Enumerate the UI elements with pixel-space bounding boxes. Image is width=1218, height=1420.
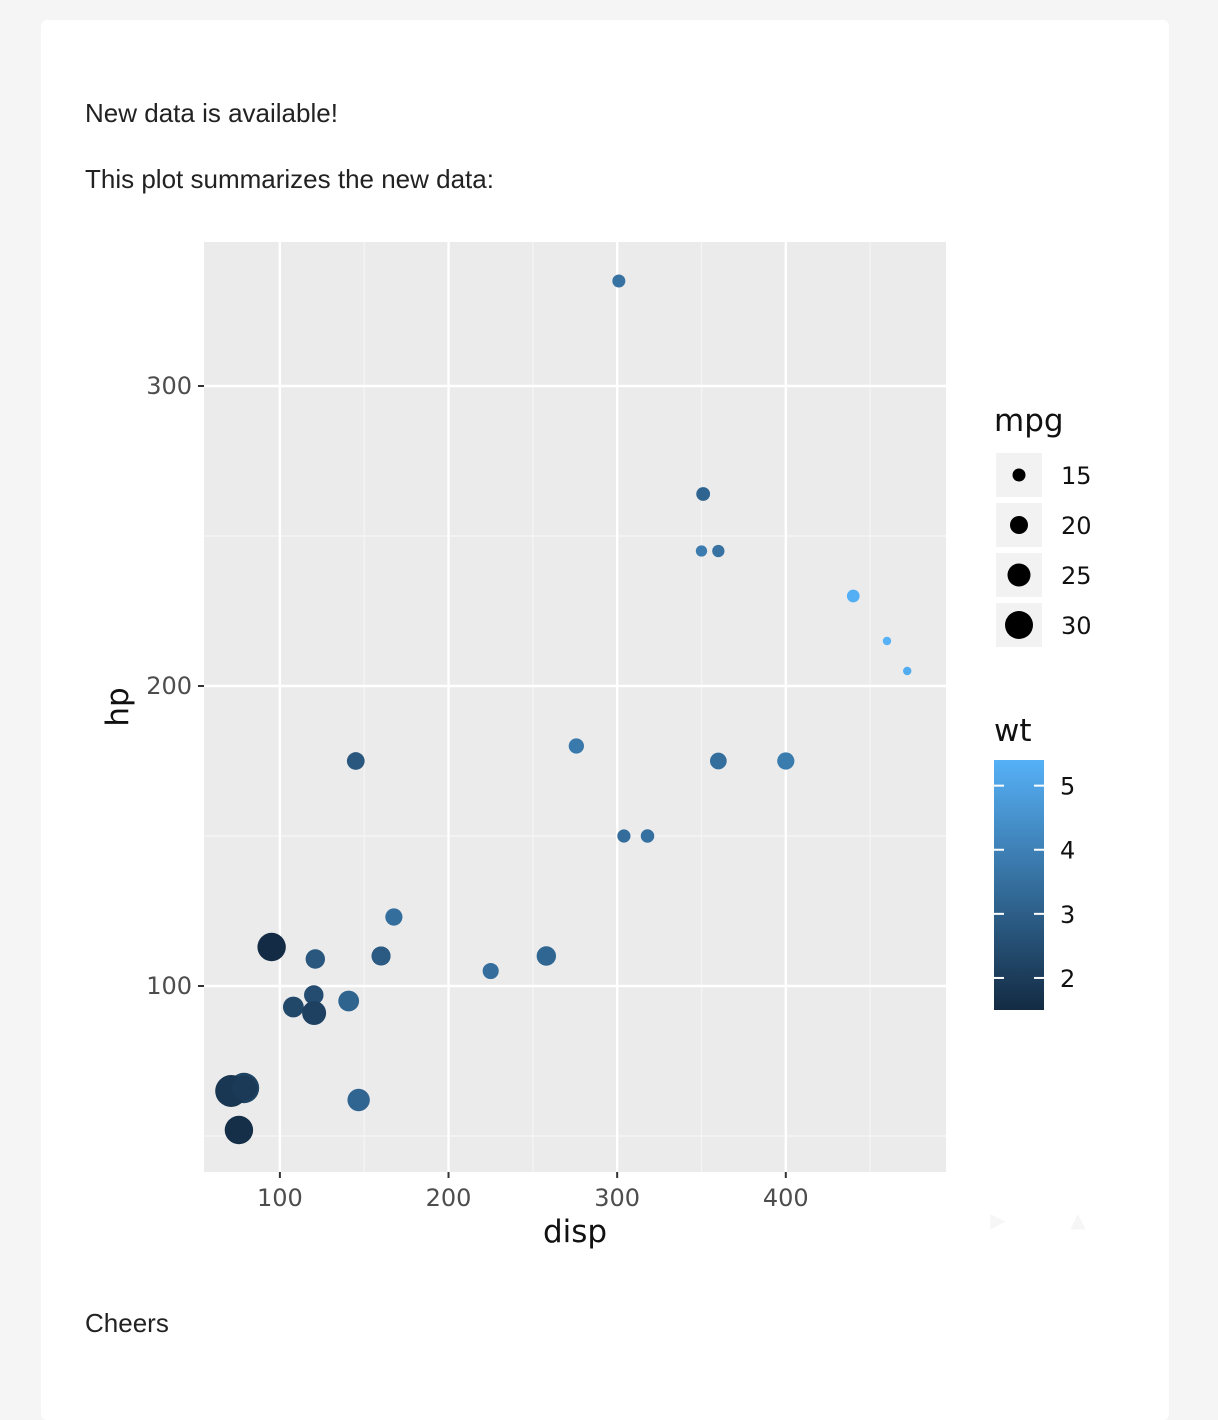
data-point xyxy=(709,752,727,770)
data-point xyxy=(346,752,365,770)
x-tick-label: 400 xyxy=(763,1184,809,1212)
size-legend-label: 20 xyxy=(1061,512,1092,540)
plot-caption: This plot summarizes the new data: xyxy=(85,164,494,194)
y-axis: 100 200 300 xyxy=(146,372,204,1000)
closing-text: Cheers xyxy=(85,1308,169,1338)
x-axis: 100 200 300 400 xyxy=(257,1172,809,1212)
colorbar-label: 2 xyxy=(1060,965,1075,993)
size-legend-dot xyxy=(1005,611,1033,639)
scroll-up-button[interactable]: ▲ xyxy=(1046,1194,1110,1246)
y-tick-label: 300 xyxy=(146,372,192,400)
data-point xyxy=(482,962,499,980)
data-point xyxy=(257,932,286,962)
data-point xyxy=(640,829,655,843)
y-tick-label: 100 xyxy=(146,972,192,1000)
data-point xyxy=(231,1075,258,1101)
data-point xyxy=(282,996,304,1018)
data-points xyxy=(215,274,912,1145)
size-legend-dot xyxy=(1007,563,1031,587)
size-legend-dot xyxy=(1010,516,1028,534)
data-point xyxy=(695,545,708,557)
size-legend-label: 30 xyxy=(1061,612,1092,640)
data-point xyxy=(846,589,860,603)
x-tick-label: 200 xyxy=(426,1184,472,1212)
play-icon: ▶ xyxy=(990,1208,1006,1232)
data-point xyxy=(304,985,324,1005)
y-tick-label: 200 xyxy=(146,672,192,700)
size-legend-label: 15 xyxy=(1061,462,1092,490)
colorbar xyxy=(994,760,1044,1010)
data-point xyxy=(777,752,795,770)
data-point xyxy=(569,739,583,753)
data-point xyxy=(903,666,912,676)
size-legend: mpg 15 20 25 30 xyxy=(994,403,1092,647)
arrow-up-icon: ▲ xyxy=(1070,1208,1086,1232)
colorbar-label: 5 xyxy=(1060,773,1075,801)
x-tick-label: 100 xyxy=(257,1184,303,1212)
data-point xyxy=(617,829,631,843)
intro-text: New data is available! xyxy=(85,98,338,128)
grid-major xyxy=(204,242,946,1172)
data-point xyxy=(712,544,725,558)
color-legend: wt 2 3 4 5 xyxy=(994,713,1075,1010)
size-legend-title: mpg xyxy=(994,403,1064,439)
play-button[interactable]: ▶ xyxy=(966,1194,1030,1246)
colorbar-label: 3 xyxy=(1060,901,1075,929)
data-point xyxy=(347,1088,370,1112)
data-point xyxy=(338,990,360,1012)
data-point xyxy=(882,636,892,646)
scatter-plot: 100 200 300 400 100 200 300 disp hp mpg 15 20 2… xyxy=(100,242,1092,1250)
y-axis-label: hp xyxy=(100,687,136,726)
data-point xyxy=(371,946,391,966)
data-point xyxy=(612,274,626,288)
x-tick-label: 300 xyxy=(594,1184,640,1212)
size-legend-dot xyxy=(1012,468,1026,482)
data-point xyxy=(302,1001,327,1025)
size-legend-label: 25 xyxy=(1061,562,1092,590)
data-point xyxy=(305,949,325,969)
data-point xyxy=(696,487,711,501)
colorbar-label: 4 xyxy=(1060,837,1075,865)
data-point xyxy=(224,1115,254,1145)
grid-minor xyxy=(204,242,946,1172)
color-legend-title: wt xyxy=(994,713,1032,749)
data-point xyxy=(385,909,402,925)
x-axis-label: disp xyxy=(543,1214,607,1250)
data-point xyxy=(536,946,557,966)
plot-panel xyxy=(204,242,946,1172)
